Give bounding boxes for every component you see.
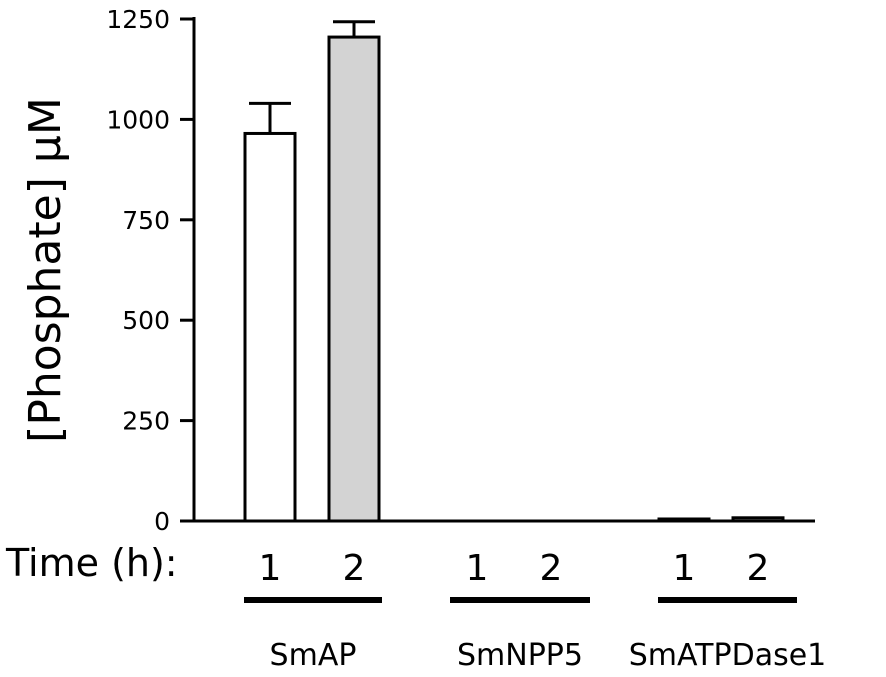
time-value-label: 1 bbox=[259, 548, 282, 589]
y-tick-label: 250 bbox=[122, 407, 170, 436]
time-value-label: 1 bbox=[673, 548, 696, 589]
group-label: SmAP bbox=[270, 638, 357, 673]
y-tick-label: 1000 bbox=[106, 105, 170, 134]
time-row-label: Time (h): bbox=[5, 541, 178, 585]
bar bbox=[243, 131, 297, 523]
time-value-label: 2 bbox=[343, 548, 366, 589]
y-tick-label: 0 bbox=[154, 507, 170, 536]
y-tick-label: 1250 bbox=[106, 5, 170, 34]
time-value-label: 2 bbox=[540, 548, 563, 589]
time-value-label: 1 bbox=[466, 548, 489, 589]
y-axis-label: [Phosphate] μM bbox=[20, 97, 71, 443]
bar bbox=[731, 516, 785, 523]
y-tick-label: 750 bbox=[122, 206, 170, 235]
group-label: SmATPDase1 bbox=[629, 638, 827, 673]
time-value-label: 2 bbox=[747, 548, 770, 589]
bar bbox=[327, 35, 381, 523]
y-tick-label: 500 bbox=[122, 306, 170, 335]
group-label: SmNPP5 bbox=[457, 638, 583, 673]
bar bbox=[657, 517, 711, 523]
